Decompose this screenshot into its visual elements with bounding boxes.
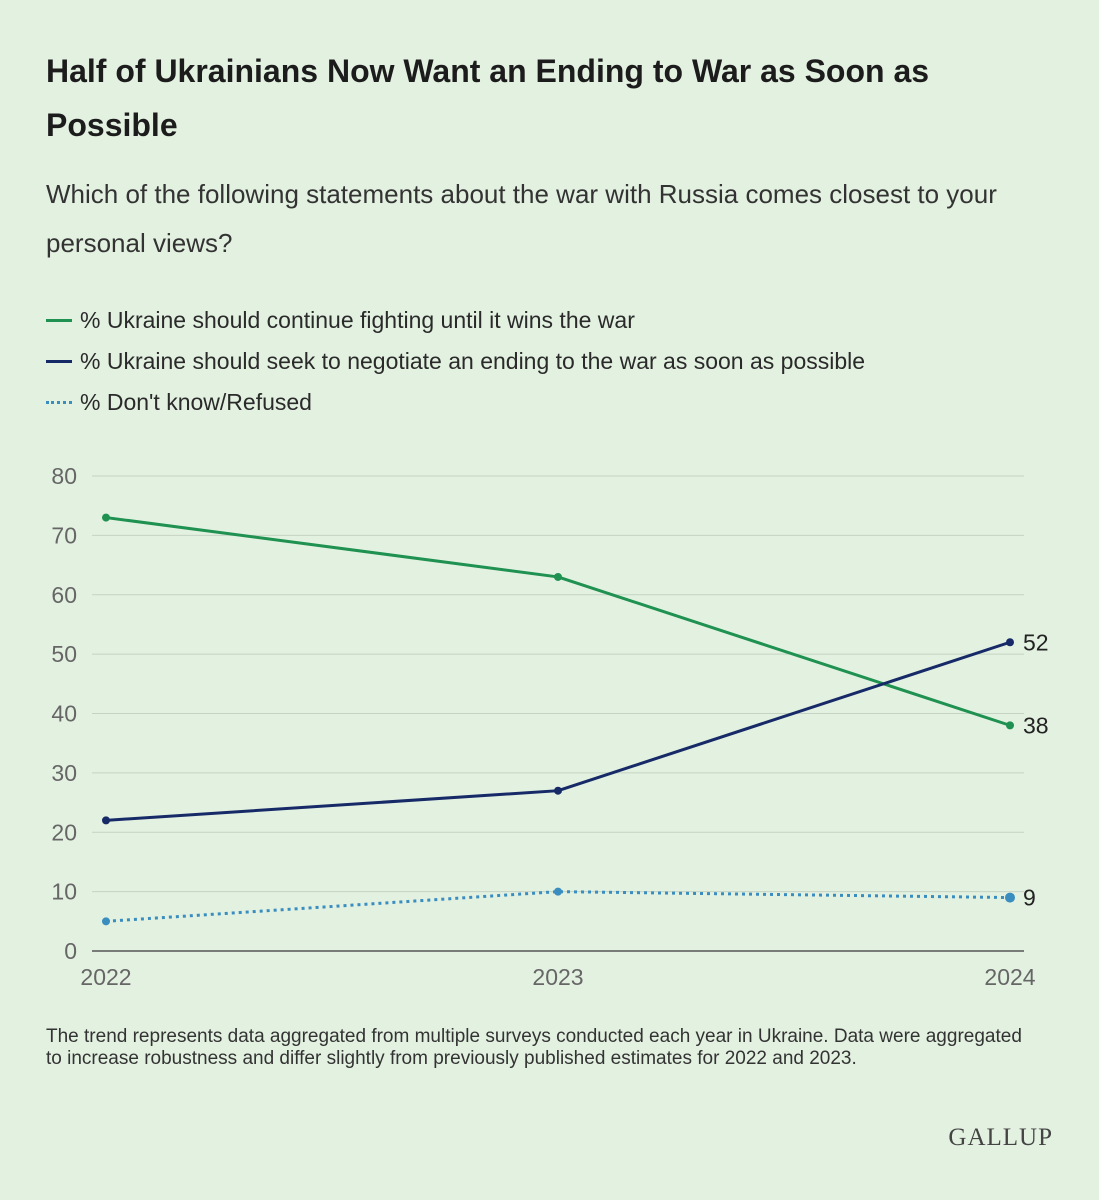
legend-swatch-continue-fighting: [46, 319, 72, 322]
data-point: [1006, 721, 1014, 730]
data-point: [1006, 638, 1014, 647]
end-value-label: 52: [1023, 629, 1049, 655]
line-chart: 0 10 20 30 40 50 60 70 80 2022 2023 2024 38 52 9: [51, 463, 1049, 990]
chart-subtitle: Which of the following statements about …: [46, 179, 997, 258]
legend-swatch-dont-know: [46, 401, 72, 404]
legend-label-dont-know: % Don't know/Refused: [80, 389, 312, 415]
y-tick-label: 40: [51, 701, 77, 727]
y-tick-label: 80: [51, 463, 77, 489]
data-point: [554, 786, 562, 795]
y-tick-label: 50: [51, 641, 77, 667]
data-point: [102, 816, 110, 825]
legend-label-negotiate: % Ukraine should seek to negotiate an en…: [80, 348, 866, 374]
y-tick-label: 60: [51, 582, 77, 608]
y-tick-label: 0: [64, 938, 77, 964]
y-tick-label: 20: [51, 819, 77, 845]
legend-label-continue-fighting: % Ukraine should continue fighting until…: [80, 307, 635, 333]
y-tick-label: 70: [51, 522, 77, 548]
legend-item-dont-know: % Don't know/Refused: [46, 382, 865, 423]
series-line-0: [105, 516, 1011, 727]
legend-item-continue-fighting: % Ukraine should continue fighting until…: [46, 300, 865, 341]
data-point: [102, 513, 110, 522]
gallup-logo: GALLUP: [948, 1124, 1053, 1151]
footnote: The trend represents data aggregated fro…: [46, 1026, 1022, 1069]
y-tick-label: 30: [51, 760, 77, 786]
data-point: [554, 572, 562, 581]
chart-title: Half of Ukrainians Now Want an Ending to…: [46, 53, 930, 143]
y-tick-label: 10: [51, 879, 77, 905]
data-point: [102, 917, 110, 926]
end-value-label: 9: [1023, 885, 1036, 911]
x-tick-label: 2023: [532, 964, 583, 990]
data-point: [1005, 892, 1015, 903]
legend-swatch-negotiate: [46, 360, 72, 363]
legend: % Ukraine should continue fighting until…: [46, 300, 865, 423]
series-line-2: [105, 890, 1011, 923]
data-point: [554, 887, 562, 896]
legend-item-negotiate: % Ukraine should seek to negotiate an en…: [46, 341, 865, 382]
end-value-label: 38: [1023, 712, 1049, 738]
x-tick-label: 2024: [984, 964, 1035, 990]
x-tick-label: 2022: [80, 964, 131, 990]
